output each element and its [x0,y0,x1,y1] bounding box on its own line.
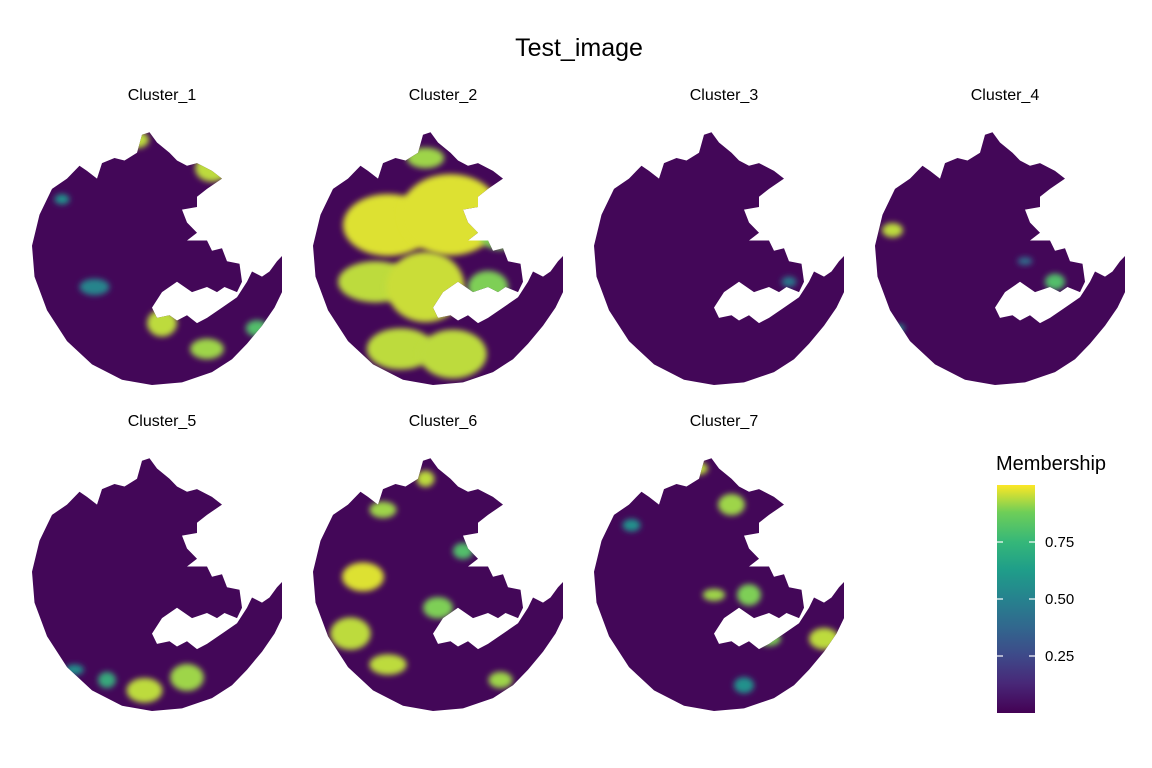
legend-title: Membership [996,453,1106,475]
membership-hotspot [386,251,465,323]
membership-hotspot [882,222,903,238]
membership-hotspot [737,584,761,606]
membership-hotspot [195,154,229,182]
membership-hotspot [416,470,435,487]
membership-hotspot [1044,273,1066,290]
legend-tick-label: 0.75 [1045,534,1074,551]
facet-label: Cluster_5 [128,413,197,430]
membership-hotspot [190,338,224,360]
facet-label: Cluster_1 [128,87,197,104]
membership-hotspot [245,320,269,337]
membership-hotspot [419,329,487,379]
membership-hotspot [342,562,384,592]
facet-label: Cluster_3 [690,87,759,104]
membership-hotspot [781,276,797,287]
facet-label: Cluster_6 [409,413,478,430]
membership-hotspot [147,309,177,337]
heatmap-background [32,132,282,385]
facet-panels: Cluster_1 Cluster_2 Cluster_3 Cluster_4 Clus… [32,87,1125,711]
membership-hotspot [79,278,110,296]
facet-cluster-7: Cluster_7 [594,413,844,711]
legend: Membership 0.25 0.50 0.75 [996,453,1106,713]
membership-hotspot [369,501,397,519]
membership-hotspot [98,671,116,689]
legend-tick-label: 0.50 [1045,591,1074,608]
colorbar [997,485,1035,713]
membership-hotspot [369,654,407,675]
membership-hotspot [733,677,755,694]
membership-hotspot [467,270,509,304]
membership-hotspot [809,627,839,650]
facet-label: Cluster_2 [409,87,478,104]
membership-hotspot [488,671,513,689]
facet-cluster-6: Cluster_6 [313,413,563,711]
membership-hotspot [622,519,641,532]
membership-hotspot [406,147,445,169]
heatmap-background [594,458,844,711]
heatmap-background [594,132,844,385]
membership-hotspot [1017,257,1033,266]
heatmap-background [875,132,1125,385]
membership-hotspot [702,588,726,602]
membership-hotspot [126,677,163,703]
membership-hotspot [690,462,708,475]
membership-hotspot [125,132,149,149]
membership-hotspot [479,220,522,250]
membership-hotspot [423,596,453,619]
legend-tick-label: 0.25 [1045,648,1074,665]
facet-cluster-5: Cluster_5 [32,413,282,711]
membership-hotspot [330,617,371,650]
membership-hotspot [65,664,84,675]
facet-cluster-3: Cluster_3 [594,87,844,385]
facet-cluster-4: Cluster_4 [875,87,1125,385]
heatmap-background [32,458,282,711]
membership-hotspot [718,493,745,516]
membership-hotspot [170,663,204,692]
chart-title: Test_image [515,34,643,62]
facet-label: Cluster_4 [971,87,1040,104]
facet-label: Cluster_7 [690,413,759,430]
membership-hotspot [54,194,70,205]
facet-cluster-1: Cluster_1 [32,87,282,385]
membership-hotspot [757,631,781,646]
membership-hotspot [366,328,435,370]
membership-hotspot [452,542,474,560]
facet-cluster-2: Cluster_2 [313,87,563,385]
membership-hotspot [895,324,905,333]
